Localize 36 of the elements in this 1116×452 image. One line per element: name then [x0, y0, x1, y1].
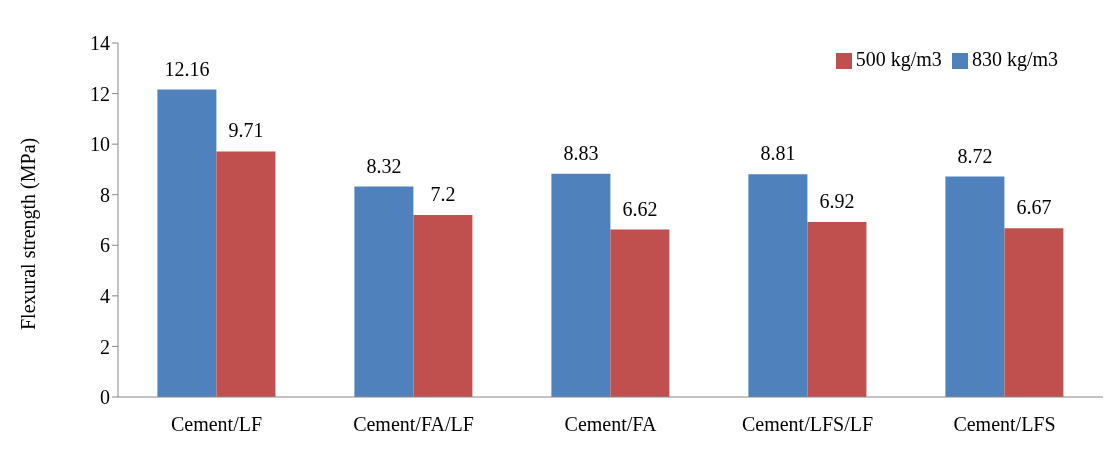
x-tick-label: Cement/LF: [170, 413, 263, 436]
bar: [748, 174, 808, 397]
data-label: 8.81: [760, 142, 796, 165]
y-tick-label: 4: [100, 284, 110, 307]
data-label: 7.2: [430, 182, 456, 205]
data-label: 6.92: [819, 190, 855, 213]
y-tick-label: 14: [90, 32, 110, 55]
bar: [610, 229, 670, 397]
bar: [413, 214, 473, 397]
bar: [945, 176, 1005, 397]
x-tick-label: Cement/LFS: [953, 413, 1056, 436]
x-tick-label: Cement/LFS/LF: [741, 413, 874, 436]
y-axis-title: Flexural strength (MPa): [17, 137, 41, 330]
bar: [354, 186, 414, 397]
legend-label: 500 kg/m3: [855, 48, 942, 70]
x-tick-label: Cement/FA: [564, 413, 657, 436]
data-label: 6.67: [1016, 196, 1052, 219]
y-tick-label: 8: [100, 183, 110, 206]
y-tick-label: 12: [90, 82, 110, 105]
data-label: 6.62: [622, 197, 658, 220]
legend-label: 830 kg/m3: [971, 48, 1058, 70]
data-label: 8.32: [366, 154, 402, 177]
y-tick-label: 2: [100, 335, 110, 358]
bar: [551, 173, 611, 397]
data-label: 12.16: [164, 57, 210, 80]
data-label: 8.72: [957, 144, 993, 167]
bar: [807, 222, 867, 397]
x-tick-label: Cement/FA/LF: [353, 413, 474, 436]
data-label: 8.83: [563, 141, 599, 164]
y-tick-label: 0: [100, 386, 110, 409]
y-tick-label: 6: [100, 234, 110, 257]
bar: [216, 151, 276, 397]
bar: [1004, 228, 1064, 397]
y-tick-label: 10: [90, 133, 110, 156]
bar: [157, 89, 217, 397]
data-label: 9.71: [228, 119, 264, 142]
